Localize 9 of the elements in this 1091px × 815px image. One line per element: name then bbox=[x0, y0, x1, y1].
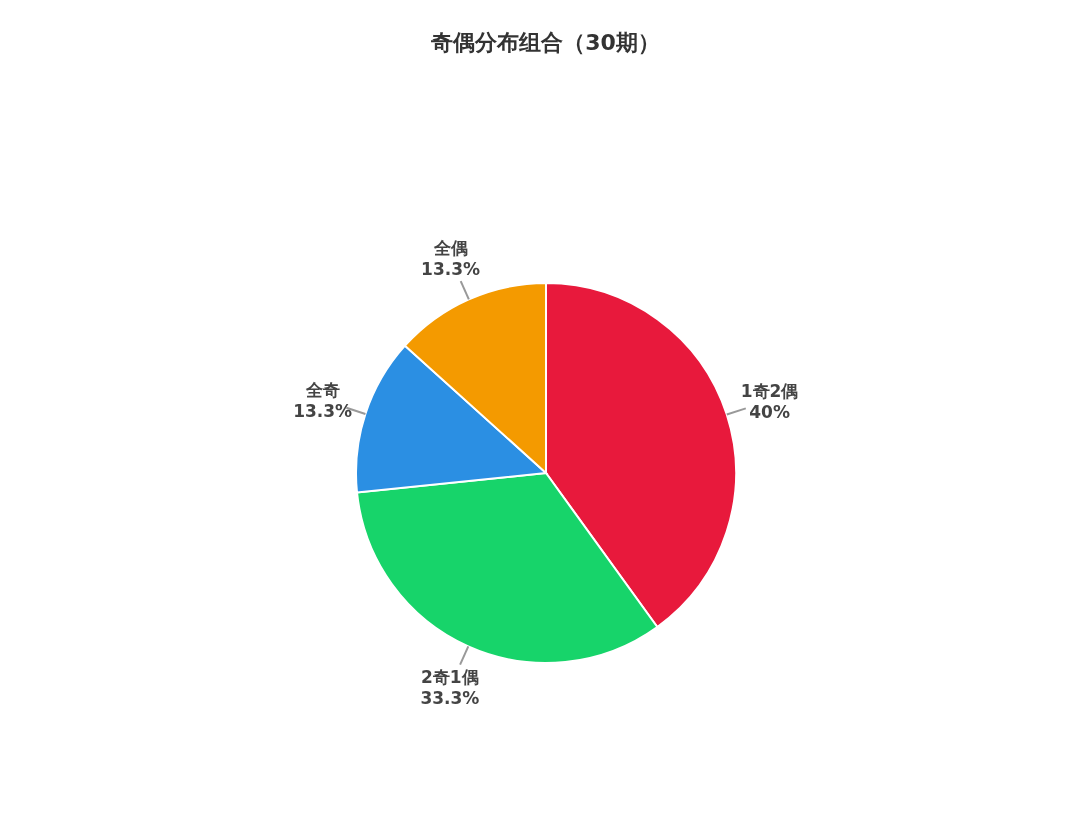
data-label: 40% bbox=[749, 401, 790, 422]
data-label: 33.3% bbox=[420, 688, 480, 709]
slice-label: 2奇1偶 bbox=[421, 667, 479, 688]
data-label: 13.3% bbox=[293, 400, 353, 421]
slice-label: 1奇2偶 bbox=[740, 380, 799, 401]
slice-label: 全偶 bbox=[432, 238, 468, 259]
slice-label: 全奇 bbox=[304, 379, 340, 400]
data-label: 13.3% bbox=[421, 259, 481, 280]
chart-title: 奇偶分布组合（30期） bbox=[430, 29, 661, 57]
